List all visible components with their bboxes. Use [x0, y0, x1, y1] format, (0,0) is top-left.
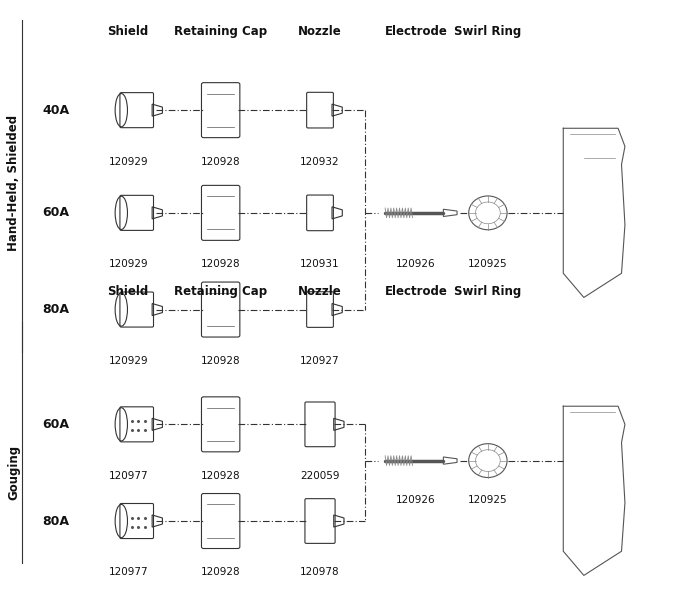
Text: 120928: 120928 — [201, 259, 241, 270]
Text: 80A: 80A — [43, 303, 69, 316]
Text: Swirl Ring: Swirl Ring — [454, 25, 522, 38]
Text: 120925: 120925 — [468, 259, 508, 270]
Text: Electrode: Electrode — [385, 285, 447, 298]
Text: 40A: 40A — [43, 104, 69, 117]
Text: 120977: 120977 — [108, 568, 148, 577]
Text: 120926: 120926 — [396, 259, 436, 270]
Text: 80A: 80A — [43, 515, 69, 527]
Text: Gouging: Gouging — [7, 445, 20, 500]
Text: Electrode: Electrode — [385, 25, 447, 38]
Text: 120926: 120926 — [396, 495, 436, 505]
Text: 220059: 220059 — [300, 470, 340, 481]
Text: Hand-Held, Shielded: Hand-Held, Shielded — [7, 115, 20, 251]
Text: Nozzle: Nozzle — [298, 285, 342, 298]
Text: 60A: 60A — [43, 206, 69, 219]
Text: 120927: 120927 — [300, 356, 340, 366]
Text: 120978: 120978 — [300, 568, 340, 577]
Text: 120928: 120928 — [201, 356, 241, 366]
Text: 120925: 120925 — [468, 495, 508, 505]
Text: 120928: 120928 — [201, 157, 241, 166]
Text: 60A: 60A — [43, 418, 69, 431]
Text: Swirl Ring: Swirl Ring — [454, 285, 522, 298]
Text: 120931: 120931 — [300, 259, 340, 270]
Text: 120928: 120928 — [201, 568, 241, 577]
Text: 120929: 120929 — [108, 157, 148, 166]
Text: 120977: 120977 — [108, 470, 148, 481]
Text: 120929: 120929 — [108, 259, 148, 270]
Text: Retaining Cap: Retaining Cap — [174, 25, 267, 38]
Text: Retaining Cap: Retaining Cap — [174, 285, 267, 298]
Text: 120932: 120932 — [300, 157, 340, 166]
Text: 120929: 120929 — [108, 356, 148, 366]
Text: Nozzle: Nozzle — [298, 25, 342, 38]
Text: 120928: 120928 — [201, 470, 241, 481]
Text: Shield: Shield — [107, 25, 149, 38]
Text: Shield: Shield — [107, 285, 149, 298]
